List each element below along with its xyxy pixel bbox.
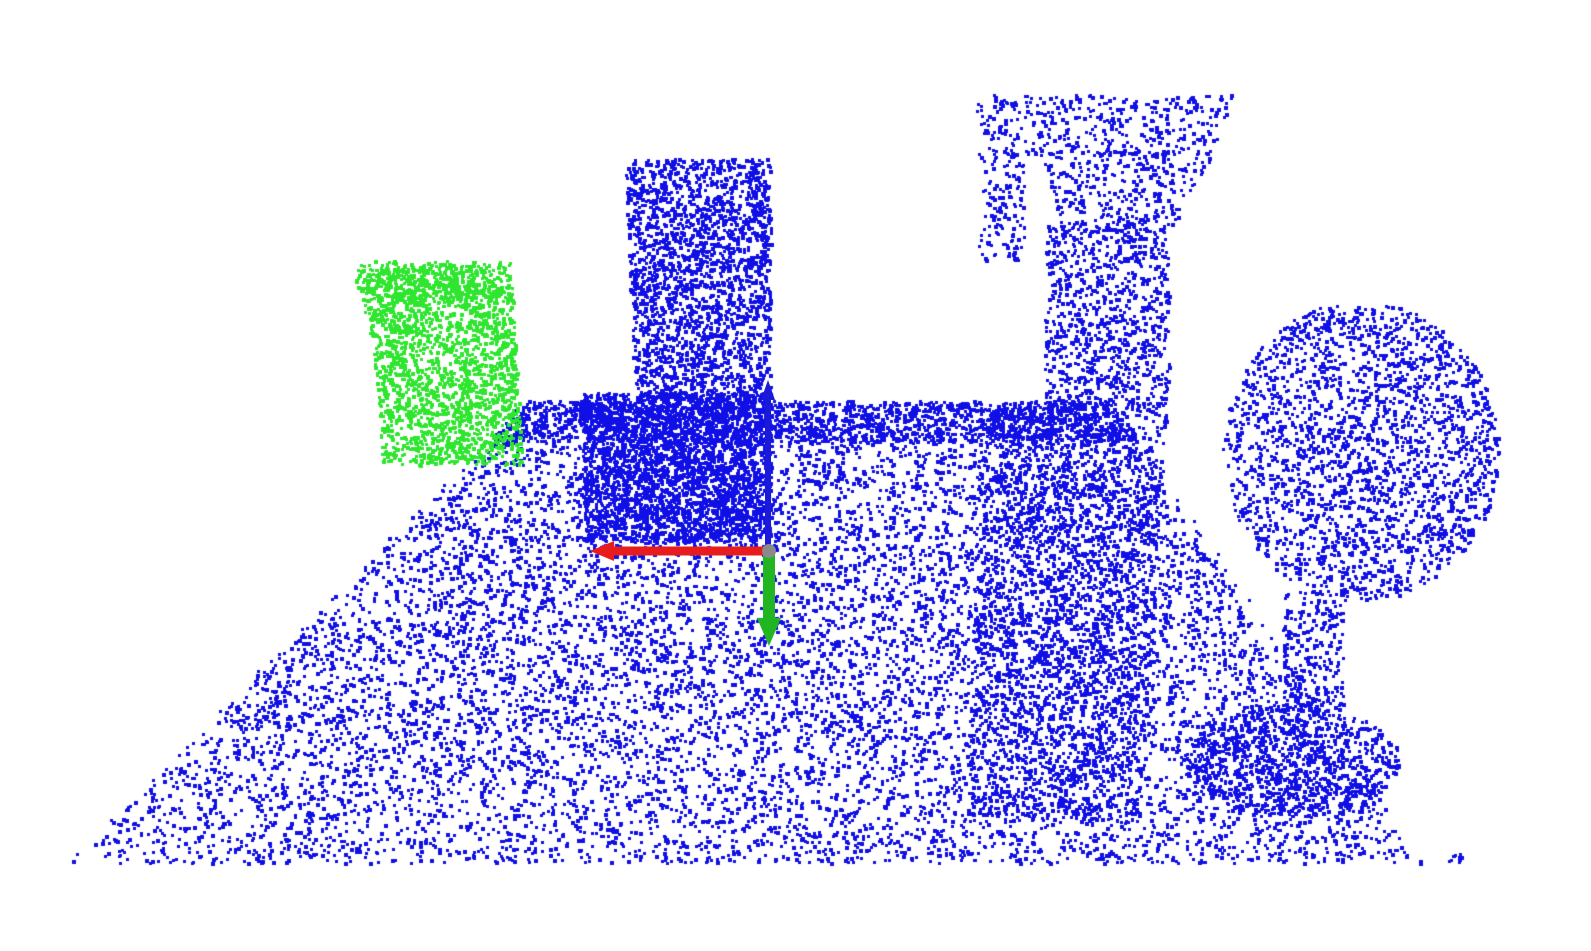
point-cloud-viewport[interactable] — [0, 0, 1591, 951]
point-cloud-canvas[interactable] — [0, 0, 1591, 951]
